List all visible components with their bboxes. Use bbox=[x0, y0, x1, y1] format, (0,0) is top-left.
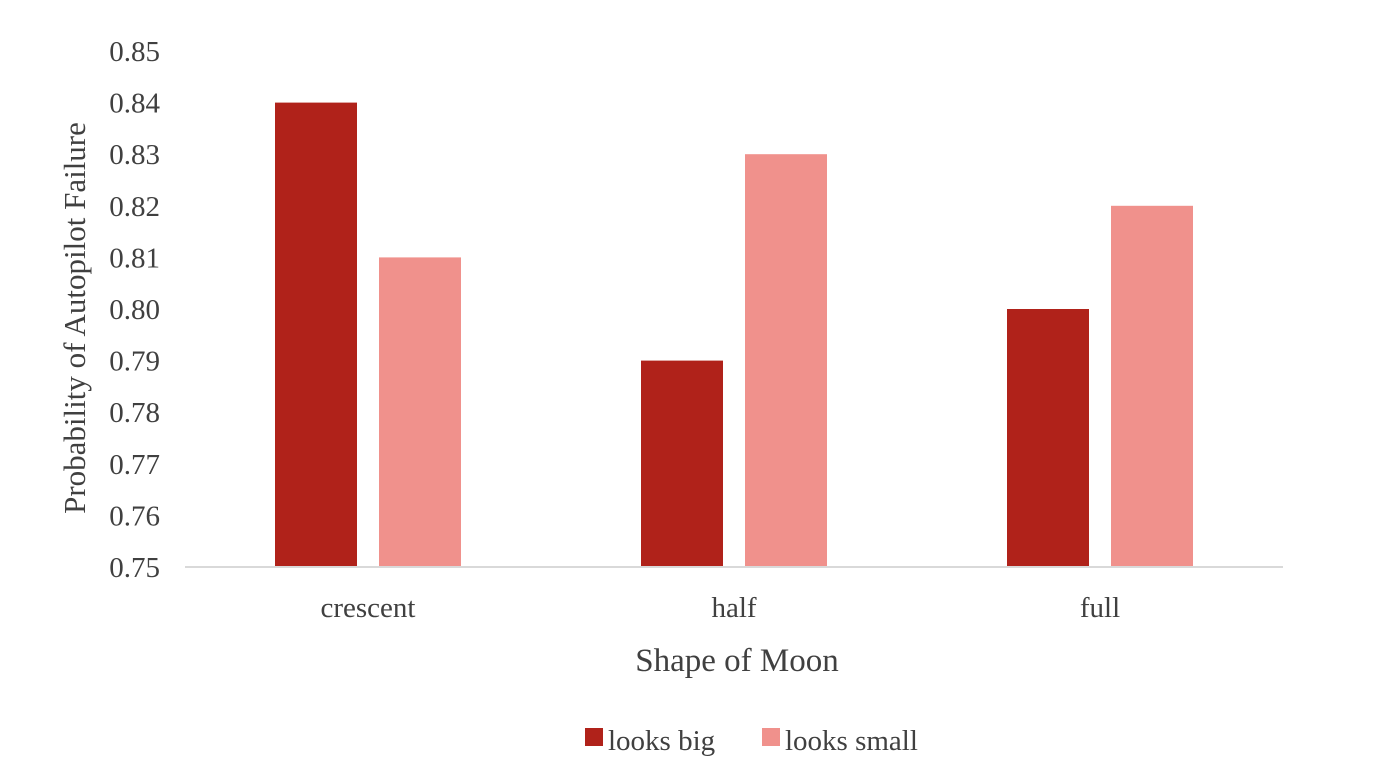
y-tick-label: 0.82 bbox=[109, 191, 160, 223]
bar-full-looks-small bbox=[1111, 205, 1193, 568]
bar-crescent-looks-small bbox=[379, 257, 461, 567]
y-axis-ticks: 0.85 0.84 0.83 0.82 0.81 0.80 0.79 0.78 0.77 0.76… bbox=[109, 36, 160, 584]
bar-half-looks-big bbox=[641, 360, 723, 567]
bars bbox=[275, 102, 1193, 568]
y-axis-label: Probability of Autopilot Failure bbox=[57, 122, 92, 514]
x-axis-ticks: crescent half full bbox=[321, 592, 1121, 624]
y-tick-label: 0.83 bbox=[109, 139, 160, 171]
y-tick-label: 0.80 bbox=[109, 294, 160, 326]
y-tick-label: 0.81 bbox=[109, 242, 160, 274]
x-tick-label-half: half bbox=[711, 592, 756, 624]
x-axis-label: Shape of Moon bbox=[635, 643, 838, 679]
bar-crescent-looks-big bbox=[275, 102, 357, 567]
legend-swatch-looks-big bbox=[585, 728, 603, 746]
y-tick-label: 0.79 bbox=[109, 346, 160, 378]
y-tick-label: 0.85 bbox=[109, 36, 160, 68]
x-tick-label-crescent: crescent bbox=[321, 592, 416, 624]
y-tick-label: 0.84 bbox=[109, 88, 160, 120]
y-tick-label: 0.75 bbox=[109, 552, 160, 584]
legend: looks big looks small bbox=[585, 725, 918, 757]
legend-swatch-looks-small bbox=[762, 728, 780, 746]
x-tick-label-full: full bbox=[1080, 592, 1120, 624]
y-tick-label: 0.76 bbox=[109, 500, 160, 532]
legend-label-looks-big: looks big bbox=[608, 725, 715, 757]
bar-full-looks-big bbox=[1007, 309, 1089, 567]
bar-half-looks-small bbox=[745, 154, 827, 567]
y-tick-label: 0.77 bbox=[109, 449, 160, 481]
legend-label-looks-small: looks small bbox=[785, 725, 918, 757]
y-tick-label: 0.78 bbox=[109, 397, 160, 429]
